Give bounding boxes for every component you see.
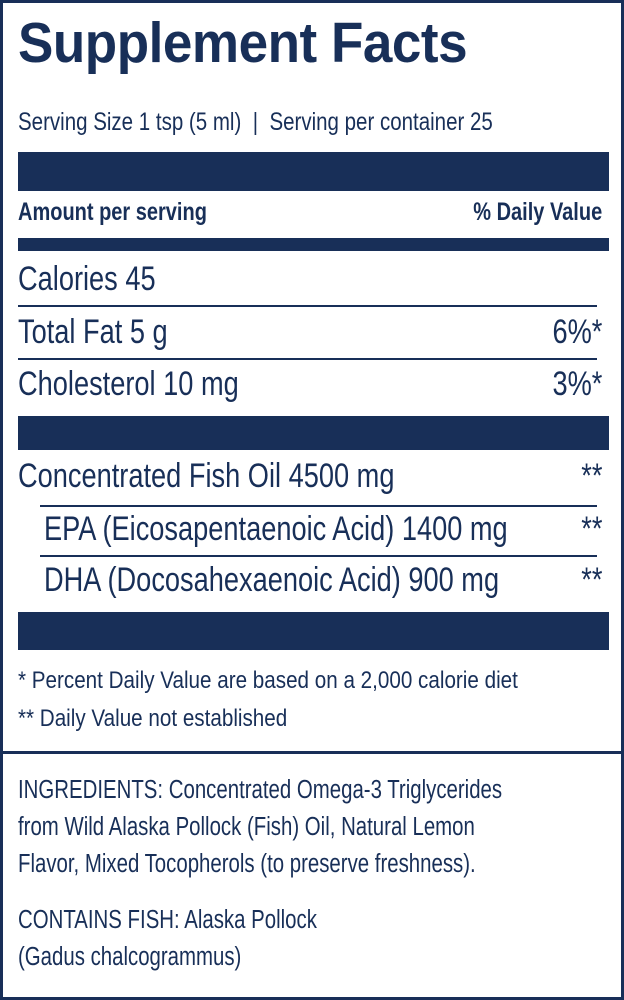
cholesterol-text: Cholesterol 10 mg — [18, 365, 239, 403]
ingredients-line: from Wild Alaska Pollock (Fish) Oil, Nat… — [18, 813, 475, 841]
section-divider — [0, 751, 624, 754]
ingredients: INGREDIENTS: Concentrated Omega-3 Trigly… — [18, 772, 623, 883]
dha-text: DHA (Docosahexaenoic Acid) 900 mg — [44, 561, 500, 599]
dha-dv: ** — [580, 561, 602, 599]
divider-bar — [18, 416, 609, 450]
allergen-line: (Gadus chalcogrammus) — [18, 943, 242, 971]
title-text: Supplement Facts — [18, 11, 468, 75]
total-fat-text: Total Fat 5 g — [18, 313, 168, 351]
daily-value-header-text: % Daily Value — [473, 198, 602, 226]
total-fat-dv: 6%* — [552, 313, 602, 351]
allergen-line: CONTAINS FISH: Alaska Pollock — [18, 906, 317, 934]
row-rule — [18, 305, 597, 307]
amount-header: Amount per serving — [18, 198, 254, 227]
fish-oil-dv: ** — [580, 457, 602, 495]
allergen-statement: CONTAINS FISH: Alaska Pollock (Gadus cha… — [18, 902, 392, 976]
row-rule — [40, 505, 597, 507]
nutrient-label: EPA (Eicosapentaenoic Acid) 1400 mg — [44, 510, 624, 549]
nutrient-label: DHA (Docosahexaenoic Acid) 900 mg — [44, 561, 613, 600]
servings-per-container: Serving per container 25 — [269, 108, 493, 136]
divider-bar — [18, 238, 609, 251]
epa-text: EPA (Eicosapentaenoic Acid) 1400 mg — [44, 510, 508, 548]
footnote: * Percent Daily Value are based on a 2,0… — [18, 667, 599, 695]
serving-info: Serving Size 1 tsp (5 ml) | Serving per … — [18, 108, 597, 137]
page-title: Supplement Facts — [18, 10, 501, 76]
ingredients-line: INGREDIENTS: Concentrated Omega-3 Trigly… — [18, 776, 503, 804]
nutrient-label: Cholesterol 10 mg — [18, 365, 294, 404]
serving-separator: | — [252, 108, 259, 136]
nutrient-label: Calories 45 — [18, 260, 190, 299]
nutrient-dv: ** — [576, 457, 602, 496]
nutrient-label: Total Fat 5 g — [18, 313, 205, 352]
row-rule — [18, 358, 597, 360]
fish-oil-text: Concentrated Fish Oil 4500 mg — [18, 457, 395, 495]
footnote-text: * Percent Daily Value are based on a 2,0… — [18, 667, 518, 694]
nutrient-dv: 3%* — [540, 365, 602, 404]
nutrient-label: Concentrated Fish Oil 4500 mg — [18, 457, 489, 496]
divider-bar — [18, 612, 609, 650]
nutrient-dv: ** — [576, 561, 602, 600]
ingredients-line: Flavor, Mixed Tocopherols (to preserve f… — [18, 850, 476, 878]
epa-dv: ** — [580, 510, 602, 548]
amount-header-text: Amount per serving — [18, 198, 207, 226]
footnote: ** Daily Value not established — [18, 705, 331, 733]
daily-value-header: % Daily Value — [441, 198, 602, 227]
nutrient-dv: ** — [576, 510, 602, 549]
calories-text: Calories 45 — [18, 260, 156, 298]
cholesterol-dv: 3%* — [552, 365, 602, 403]
footnote-text: ** Daily Value not established — [18, 705, 288, 732]
row-rule — [40, 555, 597, 557]
divider-bar — [18, 152, 609, 191]
serving-size: Serving Size 1 tsp (5 ml) — [18, 108, 242, 136]
nutrient-dv: 6%* — [540, 313, 602, 352]
